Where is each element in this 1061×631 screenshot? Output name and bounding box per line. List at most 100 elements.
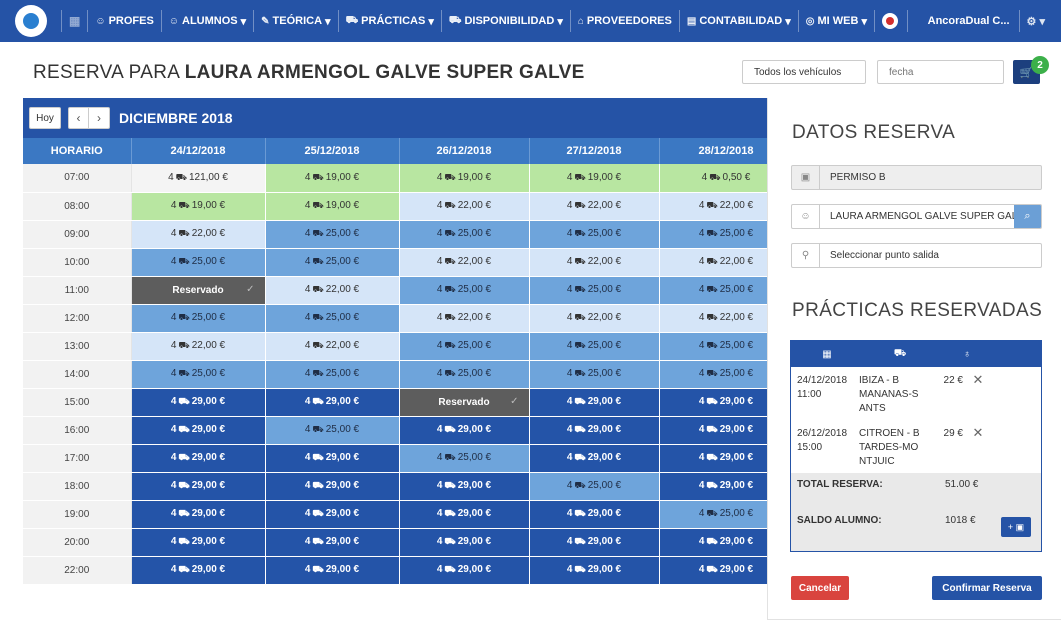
slot-cell[interactable]: 4 ⛟ 25,00 € [265, 304, 400, 333]
slot-cell[interactable]: 4 ⛟ 25,00 € [265, 360, 400, 389]
next-week-button[interactable]: › [89, 107, 110, 129]
slot-cell[interactable]: 4 ⛟ 22,00 € [399, 304, 530, 333]
language-flag-icon[interactable] [881, 13, 898, 29]
slot-cell[interactable]: 4 ⛟ 29,00 € [529, 528, 660, 557]
slot-cell[interactable]: 4 ⛟ 19,00 € [131, 192, 266, 221]
slot-cell[interactable]: 4 ⛟ 22,00 € [399, 248, 530, 277]
slot-cell[interactable]: 4 ⛟ 29,00 € [399, 472, 530, 501]
slot-cell[interactable]: 4 ⛟ 25,00 € [265, 220, 400, 249]
slot-cell[interactable]: 4 ⛟ 29,00 € [659, 444, 767, 473]
slot-cell[interactable]: 4 ⛟ 29,00 € [131, 416, 266, 445]
slot-cell[interactable]: 4 ⛟ 25,00 € [659, 360, 767, 389]
slot-cell[interactable]: 4 ⛟ 29,00 € [265, 444, 400, 473]
nav-item-miweb[interactable]: ◎ MI WEB ▾ [806, 15, 867, 28]
slot-cell[interactable]: 4 ⛟ 22,00 € [529, 248, 660, 277]
slot-cell[interactable]: 4 ⛟ 29,00 € [529, 556, 660, 585]
nav-item-profes[interactable]: ☺ PROFES [95, 15, 153, 27]
slot-cell[interactable]: 4 ⛟ 25,00 € [399, 220, 530, 249]
today-button[interactable]: Hoy [29, 107, 61, 129]
slot-cell[interactable]: 4 ⛟ 22,00 € [265, 332, 400, 361]
slot-cell[interactable]: 4 ⛟ 22,00 € [659, 192, 767, 221]
slot-cell[interactable]: 4 ⛟ 29,00 € [659, 528, 767, 557]
slot-cell[interactable]: 4 ⛟ 25,00 € [529, 360, 660, 389]
slot-cell[interactable]: 4 ⛟ 29,00 € [399, 528, 530, 557]
slot-cell[interactable]: 4 ⛟ 0,50 € [659, 164, 767, 193]
slot-cell[interactable]: 4 ⛟ 29,00 € [659, 472, 767, 501]
settings-icon[interactable]: ⚙ ▾ [1026, 15, 1045, 28]
slot-cell[interactable]: 4 ⛟ 29,00 € [659, 556, 767, 585]
slot-cell[interactable]: 4 ⛟ 25,00 € [131, 304, 266, 333]
slot-cell[interactable]: 4 ⛟ 29,00 € [131, 556, 266, 585]
slot-cell[interactable]: 4 ⛟ 25,00 € [399, 444, 530, 473]
nav-item-disponibilidad[interactable]: ⛟ DISPONIBILIDAD ▾ [449, 15, 563, 28]
slot-cell[interactable]: 4 ⛟ 29,00 € [659, 416, 767, 445]
app-logo[interactable] [15, 5, 47, 37]
grid-menu-icon[interactable]: ▦ [69, 14, 81, 28]
student-field[interactable]: ☺ LAURA ARMENGOL GALVE SUPER GALVE ⌕ [791, 204, 1042, 229]
slot-cell[interactable]: 4 ⛟ 29,00 € [131, 500, 266, 529]
nav-item-prcticas[interactable]: ⛟ PRÁCTICAS ▾ [346, 15, 434, 28]
slot-cell[interactable]: 4 ⛟ 25,00 € [131, 360, 266, 389]
slot-cell[interactable]: 4 ⛟ 25,00 € [659, 332, 767, 361]
slot-cell[interactable]: 4 ⛟ 29,00 € [131, 528, 266, 557]
slot-cell[interactable]: 4 ⛟ 25,00 € [399, 332, 530, 361]
vehicle-filter-button[interactable]: Todos los vehículos [742, 60, 866, 84]
slot-cell[interactable]: 4 ⛟ 19,00 € [529, 164, 660, 193]
slot-cell[interactable]: 4 ⛟ 22,00 € [131, 332, 266, 361]
nav-item-contabilidad[interactable]: ▤ CONTABILIDAD ▾ [687, 15, 791, 28]
slot-cell[interactable]: 4 ⛟ 29,00 € [529, 388, 660, 417]
slot-cell[interactable]: 4 ⛟ 29,00 € [399, 500, 530, 529]
slot-cell[interactable]: 4 ⛟ 25,00 € [265, 416, 400, 445]
slot-cell[interactable]: 4 ⛟ 29,00 € [265, 472, 400, 501]
slot-cell[interactable]: 4 ⛟ 29,00 € [529, 416, 660, 445]
cancel-button[interactable]: Cancelar [791, 576, 849, 600]
slot-cell[interactable]: 4 ⛟ 29,00 € [131, 444, 266, 473]
add-balance-button[interactable]: + ▣ [1001, 517, 1031, 537]
slot-cell[interactable]: 4 ⛟ 22,00 € [659, 304, 767, 333]
slot-cell[interactable]: 4 ⛟ 22,00 € [529, 192, 660, 221]
pickup-point-select[interactable]: ⚲ Seleccionar punto salida [791, 243, 1042, 268]
slot-cell[interactable]: 4 ⛟ 29,00 € [265, 556, 400, 585]
slot-cell[interactable]: 4 ⛟ 19,00 € [265, 192, 400, 221]
slot-cell[interactable]: 4 ⛟ 29,00 € [131, 388, 266, 417]
slot-cell[interactable]: 4 ⛟ 29,00 € [529, 444, 660, 473]
slot-cell[interactable]: 4 ⛟ 22,00 € [131, 220, 266, 249]
slot-cell[interactable]: 4 ⛟ 22,00 € [659, 248, 767, 277]
remove-lesson-icon[interactable]: ✕ [972, 372, 984, 387]
prev-week-button[interactable]: ‹ [68, 107, 89, 129]
slot-cell[interactable]: 4 ⛟ 25,00 € [529, 220, 660, 249]
slot-cell[interactable]: 4 ⛟ 25,00 € [265, 248, 400, 277]
reserved-slot[interactable]: Reservado ✓ [131, 276, 266, 305]
slot-cell[interactable]: 4 ⛟ 25,00 € [659, 220, 767, 249]
slot-cell[interactable]: 4 ⛟ 29,00 € [529, 500, 660, 529]
nav-item-proveedores[interactable]: ⌂ PROVEEDORES [578, 15, 672, 27]
slot-cell[interactable]: 4 ⛟ 29,00 € [265, 528, 400, 557]
slot-cell[interactable]: 4 ⛟ 25,00 € [659, 500, 767, 529]
remove-lesson-icon[interactable]: ✕ [972, 425, 984, 440]
nav-item-alumnos[interactable]: ☺ ALUMNOS ▾ [169, 15, 246, 28]
date-input[interactable] [877, 60, 1004, 84]
slot-cell[interactable]: 4 ⛟ 29,00 € [399, 416, 530, 445]
slot-cell[interactable]: 4 ⛟ 121,00 € [131, 164, 266, 193]
slot-cell[interactable]: 4 ⛟ 29,00 € [399, 556, 530, 585]
slot-cell[interactable]: 4 ⛟ 25,00 € [399, 360, 530, 389]
slot-cell[interactable]: 4 ⛟ 19,00 € [399, 164, 530, 193]
slot-cell[interactable]: 4 ⛟ 29,00 € [265, 388, 400, 417]
nav-item-terica[interactable]: ✎ TEÓRICA ▾ [261, 15, 330, 28]
user-menu[interactable]: AncoraDual C... [927, 15, 1010, 27]
reserved-slot[interactable]: Reservado ✓ [399, 388, 530, 417]
slot-cell[interactable]: 4 ⛟ 19,00 € [265, 164, 400, 193]
slot-cell[interactable]: 4 ⛟ 29,00 € [265, 500, 400, 529]
search-student-button[interactable]: ⌕ [1014, 205, 1041, 228]
slot-cell[interactable]: 4 ⛟ 22,00 € [265, 276, 400, 305]
slot-cell[interactable]: 4 ⛟ 29,00 € [131, 472, 266, 501]
slot-cell[interactable]: 4 ⛟ 29,00 € [659, 388, 767, 417]
slot-cell[interactable]: 4 ⛟ 25,00 € [529, 472, 660, 501]
slot-cell[interactable]: 4 ⛟ 25,00 € [659, 276, 767, 305]
slot-cell[interactable]: 4 ⛟ 22,00 € [399, 192, 530, 221]
slot-cell[interactable]: 4 ⛟ 22,00 € [529, 304, 660, 333]
slot-cell[interactable]: 4 ⛟ 25,00 € [529, 276, 660, 305]
confirm-booking-button[interactable]: Confirmar Reserva [932, 576, 1042, 600]
slot-cell[interactable]: 4 ⛟ 25,00 € [529, 332, 660, 361]
slot-cell[interactable]: 4 ⛟ 25,00 € [131, 248, 266, 277]
